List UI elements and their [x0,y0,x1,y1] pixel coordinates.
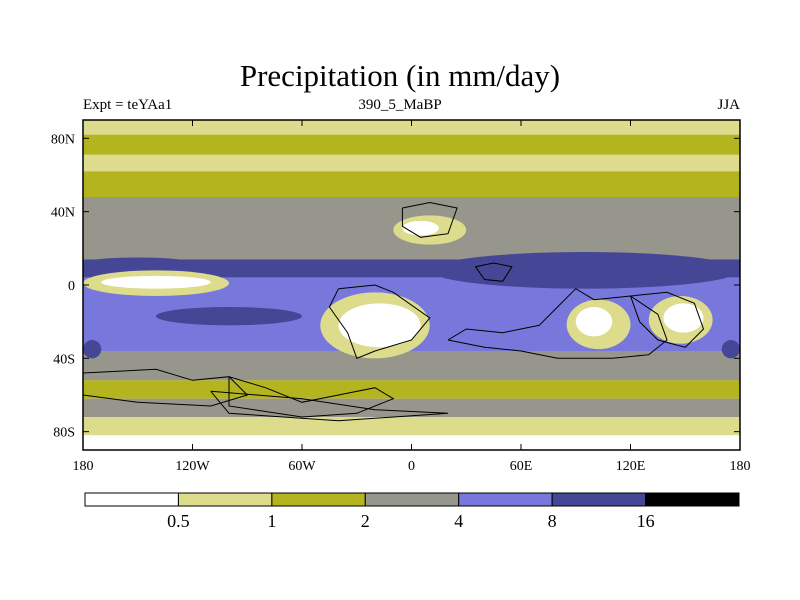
precipitation-field [83,120,740,450]
coastline-5 [630,291,705,348]
chart-title: Precipitation (in mm/day) [239,58,561,93]
experiment-label: Expt = teYAa1 [83,97,173,113]
lat-band-3 [83,171,740,197]
coastline-4 [447,288,668,359]
precip-patch-11 [575,307,613,337]
colorbar-label-5: 16 [637,511,655,531]
colorbar-segment-1 [177,492,273,507]
x-tick-label-0: 180 [73,459,94,474]
colorbar-segment-4 [458,492,553,507]
colorbar-label-3: 4 [454,511,463,531]
y-tick-label-3: 40S [53,352,75,367]
season-label: JJA [717,97,740,113]
precip-patch-3 [156,307,302,326]
y-tick-label-0: 80N [51,132,75,147]
continent-outlines [83,201,705,422]
precip-patch-13 [663,303,704,333]
colorbar-label-0: 0.5 [167,511,190,531]
lat-band-12 [83,417,740,436]
precip-patch-14 [721,340,740,359]
colorbar-label-4: 8 [548,511,557,531]
colorbar-label-1: 1 [267,511,276,531]
coastline-6 [210,390,449,422]
colorbar-segment-0 [84,492,179,507]
y-tick-label-2: 0 [68,279,75,294]
precip-patch-7 [402,220,439,236]
coastline-1 [328,284,431,359]
coastline-3 [401,201,458,238]
lat-band-13 [83,435,740,450]
precip-patch-15 [83,340,102,359]
colorbar-label-2: 2 [361,511,370,531]
x-tick-label-3: 0 [408,459,415,474]
lat-band-0 [83,120,740,135]
y-tick-label-1: 40N [51,206,75,221]
precip-patch-2 [83,257,193,269]
x-tick-label-5: 120E [616,459,646,474]
y-tick-label-4: 80S [53,426,75,441]
coastline-0 [83,368,249,407]
precip-patch-1 [101,275,211,289]
colorbar-segment-3 [364,492,460,507]
x-tick-label-1: 120W [175,459,210,474]
x-tick-label-2: 60W [288,459,316,474]
lat-band-11 [83,398,740,417]
colorbar: 0.5 1 2 4 8 16 [84,492,740,531]
colorbar-segment-6 [645,492,740,507]
colorbar-segment-2 [271,492,366,507]
coastline-7 [474,262,513,282]
lat-band-1 [83,134,740,155]
precip-patch-9 [466,259,540,282]
axes: 180 120W 60W 0 60E 120E 180 80N 40N 0 40S 80S [51,120,751,474]
lat-band-2 [83,154,740,172]
x-tick-label-4: 60E [510,459,533,474]
precip-patch-5 [338,303,421,348]
lat-band-10 [83,380,740,399]
coastline-2 [228,376,395,418]
colorbar-segment-5 [551,492,647,507]
x-tick-label-6: 180 [730,459,751,474]
run-label: 390_5_MaBP [358,97,442,113]
lat-band-9 [83,351,740,381]
